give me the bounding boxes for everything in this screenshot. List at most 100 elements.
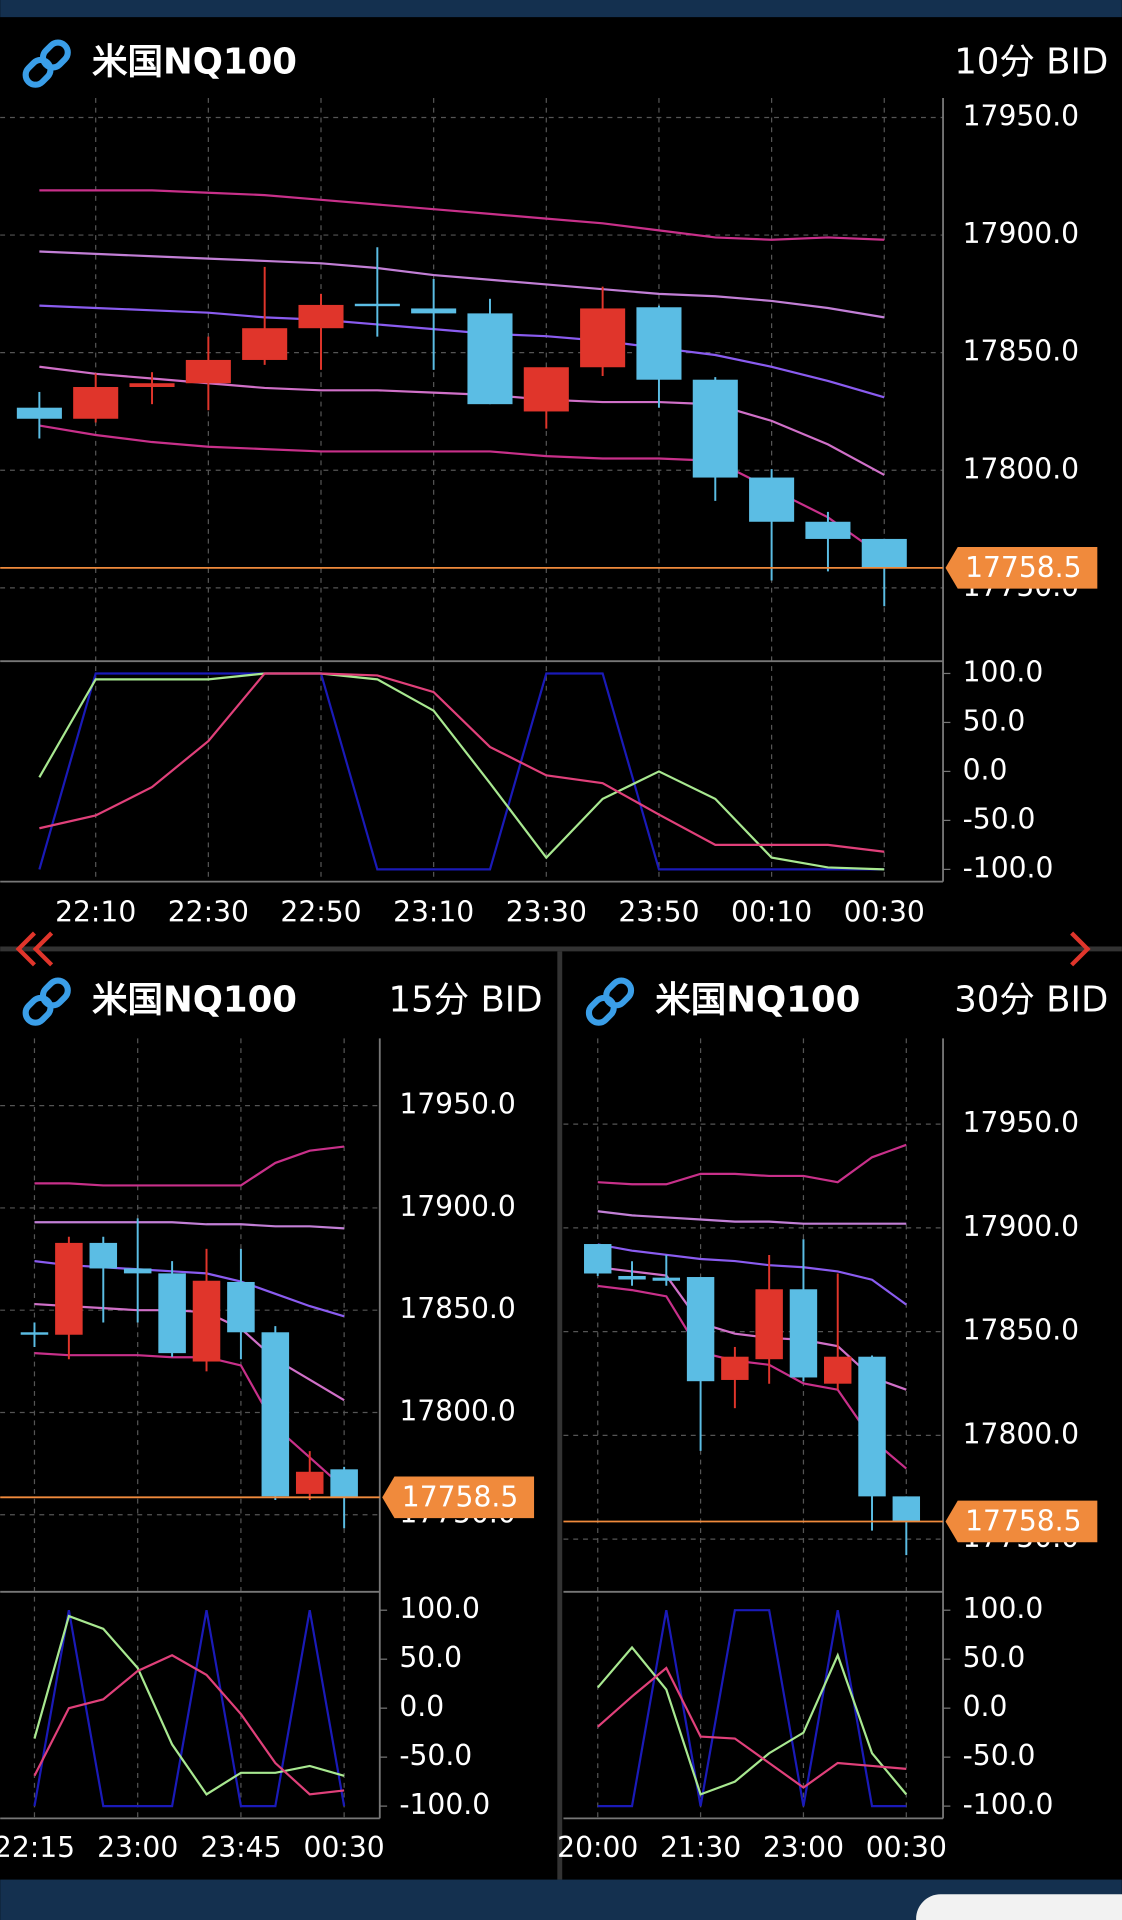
candle-body: [330, 1469, 358, 1498]
candle-body: [692, 379, 738, 478]
chart-title: 米国NQ100: [655, 980, 860, 1021]
candle-body: [185, 359, 231, 384]
chart-title: 米国NQ100: [92, 980, 297, 1021]
candle-body: [618, 1275, 646, 1280]
candle-body: [20, 1332, 49, 1335]
candle-body: [721, 1356, 749, 1380]
osc-tick-label: -50.0: [963, 802, 1036, 835]
chart-title: 米国NQ100: [92, 42, 297, 83]
candle-body: [749, 477, 795, 522]
candle-body: [227, 1281, 255, 1333]
current-price-tag: [945, 1500, 1098, 1543]
candle-body: [892, 1496, 921, 1522]
osc-tick-label: 50.0: [963, 1641, 1026, 1674]
y-tick-label: 17800.0: [963, 452, 1079, 485]
osc-tick-label: 50.0: [963, 704, 1026, 737]
candle-body: [652, 1277, 681, 1281]
band-line: [39, 250, 885, 319]
candle-body: [16, 407, 62, 419]
y-tick-label: 17800.0: [963, 1417, 1079, 1450]
candle-body: [580, 308, 626, 368]
osc-tick-label: 100.0: [963, 1592, 1044, 1625]
link-icon[interactable]: [22, 977, 72, 1027]
current-price-tag: [945, 547, 1098, 589]
x-tick-label: 23:50: [618, 895, 699, 928]
candle-body: [295, 1471, 324, 1494]
timeframe: 10分 BID: [954, 42, 1108, 83]
osc-tick-label: 100.0: [399, 1592, 480, 1625]
osc-line: [33, 1610, 346, 1808]
x-tick-label: 23:45: [200, 1831, 281, 1864]
x-tick-label: 23:00: [763, 1831, 844, 1864]
candle-body: [686, 1277, 715, 1382]
osc-tick-label: 50.0: [399, 1641, 462, 1674]
x-tick-label: 22:10: [55, 895, 136, 928]
x-tick-label: 23:00: [97, 1831, 178, 1864]
x-tick-label: 20:00: [557, 1831, 638, 1864]
candle-body: [755, 1289, 783, 1360]
bottom-pill[interactable]: [916, 1894, 1122, 1920]
current-price-label: 17758.5: [965, 551, 1081, 584]
x-tick-label: 23:10: [393, 895, 474, 928]
candle-body: [858, 1356, 886, 1497]
osc-tick-label: 0.0: [963, 1690, 1008, 1723]
osc-line: [33, 1614, 345, 1796]
y-tick-label: 17850.0: [399, 1292, 515, 1325]
band-line: [39, 365, 885, 476]
x-tick-label: 22:15: [0, 1831, 75, 1864]
osc-line: [596, 1645, 908, 1796]
candle-body: [89, 1242, 118, 1269]
candle-body: [824, 1356, 852, 1384]
x-tick-label: 22:30: [168, 895, 249, 928]
candle-body: [123, 1268, 152, 1274]
band-line: [597, 1266, 907, 1391]
candle-body: [789, 1289, 818, 1378]
candle-body: [242, 328, 288, 360]
osc-line: [33, 1654, 345, 1796]
nav-prev[interactable]: [15, 931, 54, 967]
candle-body: [73, 387, 119, 419]
osc-line: [597, 1609, 907, 1808]
y-tick-label: 17950.0: [963, 99, 1079, 132]
y-tick-label: 17950.0: [963, 1106, 1079, 1139]
candle-body: [861, 538, 907, 568]
current-price-tag: [382, 1476, 535, 1519]
y-tick-label: 17850.0: [963, 1314, 1079, 1347]
link-icon[interactable]: [585, 977, 635, 1027]
osc-tick-label: -100.0: [963, 1788, 1054, 1821]
x-tick-label: 00:30: [844, 895, 925, 928]
candle-body: [129, 383, 175, 388]
candle-body: [411, 308, 457, 314]
osc-line: [38, 672, 885, 871]
candle-body: [467, 313, 513, 405]
x-tick-label: 22:50: [280, 895, 361, 928]
x-tick-label: 00:10: [731, 895, 812, 928]
nav-next[interactable]: [1070, 931, 1091, 967]
y-tick-label: 17900.0: [963, 1210, 1079, 1243]
osc-tick-label: -100.0: [399, 1788, 490, 1821]
y-tick-label: 17900.0: [399, 1190, 515, 1223]
candle-body: [523, 367, 569, 412]
band-line: [39, 189, 885, 241]
status-bar: [0, 0, 1122, 18]
candle-body: [805, 521, 851, 539]
candle-body: [584, 1244, 612, 1274]
band-line: [34, 1302, 345, 1402]
band-line: [34, 1221, 345, 1230]
band-line: [39, 424, 885, 559]
band-line: [597, 1143, 907, 1186]
candle-body: [55, 1242, 83, 1335]
osc-tick-label: 0.0: [963, 753, 1008, 786]
osc-tick-label: -100.0: [963, 851, 1054, 884]
link-icon[interactable]: [22, 39, 72, 89]
band-line: [39, 304, 885, 399]
y-tick-label: 17950.0: [399, 1088, 515, 1121]
osc-line: [39, 672, 885, 853]
current-price-label: 17758.5: [402, 1481, 518, 1514]
candle-body: [636, 307, 682, 380]
band-line: [597, 1284, 908, 1470]
band-line: [597, 1210, 907, 1225]
current-price-label: 17758.5: [965, 1505, 1081, 1538]
